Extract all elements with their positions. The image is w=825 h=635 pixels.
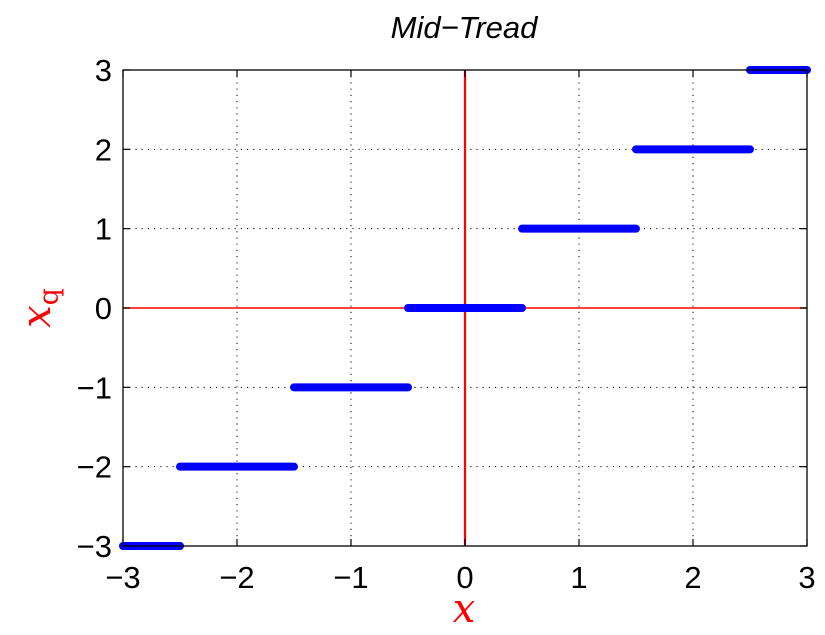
y-tick-label: 0 (95, 291, 112, 326)
y-tick-label: 2 (95, 132, 112, 167)
y-tick-label: −3 (77, 529, 112, 564)
y-tick-label: −2 (77, 450, 112, 485)
x-tick-label: 2 (684, 560, 701, 595)
ticks (122, 69, 808, 547)
y-tick-labels: −3 −2 −1 0 1 2 3 (77, 53, 112, 564)
x-tick-label: 3 (798, 560, 815, 595)
y-tick-label: −1 (77, 370, 112, 405)
y-axis-label: xq (14, 288, 65, 328)
y-tick-label: 1 (95, 212, 112, 247)
x-tick-label: 1 (570, 560, 587, 595)
y-axis-label-subscript: q (34, 288, 65, 305)
x-tick-labels: −3 −2 −1 0 1 2 3 (105, 560, 815, 595)
chart-title: Mid−Tread (391, 10, 539, 45)
x-tick-label: −1 (333, 560, 368, 595)
y-tick-label: 3 (95, 53, 112, 88)
x-tick-label: −2 (219, 560, 254, 595)
x-tick-label: 0 (456, 560, 473, 595)
y-axis-label-base: x (14, 305, 60, 328)
x-axis-label: x (453, 586, 476, 632)
x-tick-label: −3 (105, 560, 140, 595)
